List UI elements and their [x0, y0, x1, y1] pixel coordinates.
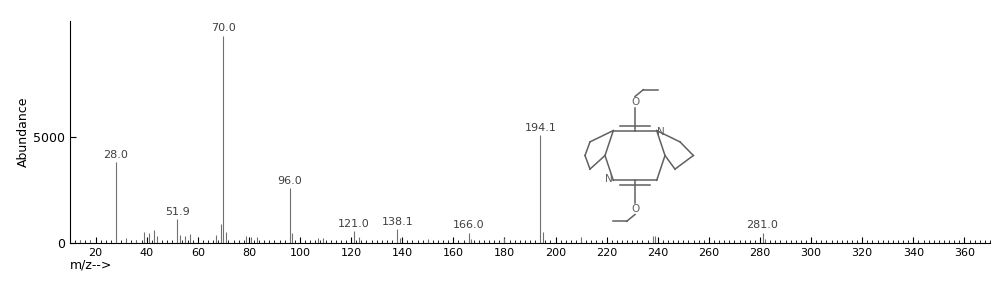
Text: 166.0: 166.0 — [453, 221, 484, 231]
Text: 138.1: 138.1 — [381, 217, 413, 227]
Text: 70.0: 70.0 — [211, 23, 236, 33]
Text: 281.0: 281.0 — [747, 221, 778, 231]
Text: 96.0: 96.0 — [277, 176, 302, 186]
Text: 121.0: 121.0 — [338, 219, 370, 229]
Y-axis label: Abundance: Abundance — [17, 96, 30, 167]
Text: 51.9: 51.9 — [165, 207, 189, 217]
Text: 28.0: 28.0 — [104, 150, 128, 160]
Text: N: N — [658, 127, 665, 137]
Text: O: O — [631, 97, 639, 107]
X-axis label: m/z-->: m/z--> — [70, 259, 112, 272]
Text: O: O — [631, 204, 639, 214]
Text: 194.1: 194.1 — [525, 123, 556, 133]
Text: N: N — [605, 174, 612, 184]
